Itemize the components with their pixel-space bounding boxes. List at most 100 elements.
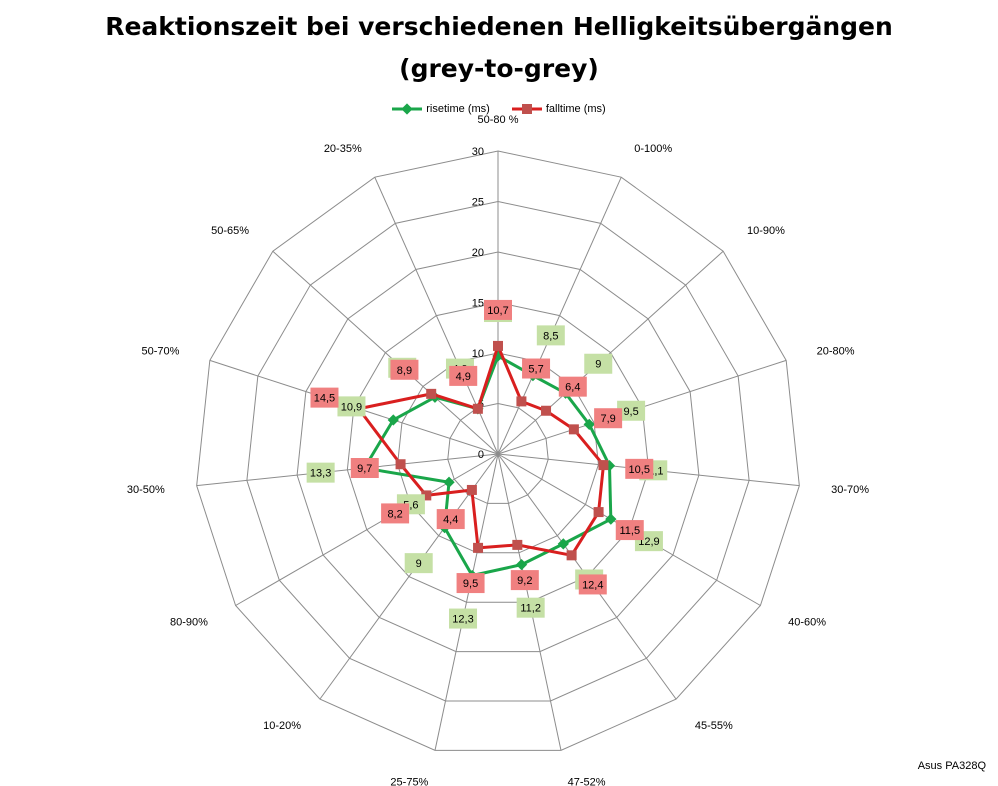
data-point <box>541 405 552 416</box>
data-label: 8,2 <box>387 508 402 520</box>
data-label-box <box>381 503 410 524</box>
data-label: 9 <box>416 558 422 570</box>
data-point <box>395 459 406 470</box>
data-label: 6,4 <box>565 382 580 394</box>
data-label-box <box>390 359 419 380</box>
category-label: 10-90% <box>747 225 785 237</box>
grid-spoke <box>196 453 499 487</box>
category-label: 10-20% <box>263 720 301 732</box>
data-label: 13,3 <box>310 468 331 480</box>
data-point <box>387 414 399 426</box>
grid-spoke <box>497 176 622 455</box>
category-label: 45-55% <box>695 720 733 732</box>
category-label: 40-60% <box>788 617 826 629</box>
grid-ring <box>296 251 700 653</box>
chart-subtitle: (grey-to-grey) <box>399 54 599 83</box>
data-point <box>443 476 455 488</box>
data-label-box <box>337 396 366 417</box>
data-label-box <box>558 376 587 397</box>
data-label-box <box>594 408 623 429</box>
data-label: 9,2 <box>517 575 532 587</box>
data-point <box>566 550 577 561</box>
category-label: 47-52% <box>568 777 606 786</box>
radial-tick-label: 0 <box>478 449 484 461</box>
category-label: 0-100% <box>634 143 672 155</box>
data-label-box <box>584 353 613 374</box>
category-label: 20-80% <box>817 345 855 357</box>
grid-ring <box>346 301 650 603</box>
data-point <box>512 539 523 550</box>
data-label: 10,9 <box>341 401 362 413</box>
data-label: 4,9 <box>456 371 471 383</box>
data-point <box>466 484 477 495</box>
data-label: 8,9 <box>397 365 412 377</box>
grid-ring <box>447 402 549 504</box>
data-label-box <box>484 299 512 320</box>
series-labels-1: 10,7 5,7 6,4 7,9 10,5 11,5 12,4 9,2 9,5 4,4 8,2 9,7… <box>310 299 654 595</box>
data-label-box <box>615 520 644 541</box>
radial-tick-label: 20 <box>472 247 484 259</box>
data-label: 9,5 <box>463 578 478 590</box>
data-label-box <box>510 570 539 591</box>
series-line <box>362 354 613 578</box>
data-point <box>598 460 609 471</box>
grid-ring <box>246 200 750 702</box>
data-point <box>472 403 483 414</box>
radial-tick-label: 15 <box>472 298 484 310</box>
data-point <box>583 418 595 431</box>
data-label-box <box>536 325 565 346</box>
category-label: 30-50% <box>127 484 165 496</box>
legend-falltime-swatch <box>511 104 542 114</box>
category-label: 50-80 % <box>478 114 519 126</box>
data-label: 8,5 <box>543 330 558 342</box>
legend-risetime-label: risetime (ms) <box>426 103 490 115</box>
data-label-box <box>522 358 551 379</box>
category-label: 30-70% <box>831 484 869 496</box>
radial-tick-label: 10 <box>472 348 484 360</box>
data-label: 4,4 <box>443 514 458 526</box>
chart-title: Reaktionszeit bei verschiedenen Helligke… <box>105 12 893 41</box>
grid-spoke <box>434 453 499 751</box>
category-label: 20-35% <box>324 143 362 155</box>
data-label-box <box>449 365 478 386</box>
data-label: 11,2 <box>520 603 541 615</box>
data-label: 11,5 <box>619 525 640 537</box>
data-label-box <box>350 458 379 479</box>
data-label-box <box>516 597 545 618</box>
data-label: 9 <box>595 359 601 371</box>
radial-tick-label: 30 <box>472 146 484 158</box>
data-label-box <box>404 553 433 574</box>
data-label: 10,5 <box>629 464 650 476</box>
data-point <box>426 388 437 399</box>
data-label-box <box>625 458 654 479</box>
data-point <box>515 558 528 571</box>
data-point <box>473 542 484 553</box>
data-label: 9,5 <box>623 406 638 418</box>
grid-ring <box>196 150 800 751</box>
data-point <box>516 396 527 407</box>
data-label: 9,7 <box>357 463 372 475</box>
category-label: 50-70% <box>141 345 179 357</box>
radar-grid <box>196 150 800 751</box>
grid-ring <box>397 352 599 554</box>
grid-spoke <box>235 453 499 606</box>
data-point <box>605 513 617 525</box>
data-label-box <box>617 400 646 421</box>
category-label: 25-75% <box>390 777 428 786</box>
legend-falltime-label: falltime (ms) <box>545 103 606 115</box>
data-label: 5,7 <box>528 364 543 376</box>
data-point <box>593 507 604 518</box>
radial-tick-label: 25 <box>472 197 484 209</box>
legend-risetime-swatch <box>392 103 423 115</box>
data-point <box>421 490 432 501</box>
data-point <box>493 340 503 351</box>
data-label-box <box>310 387 339 408</box>
data-label: 10,7 <box>487 305 508 317</box>
category-label: 50-65% <box>211 225 249 237</box>
data-label: 7,9 <box>600 413 615 425</box>
grid-spoke <box>272 250 499 455</box>
watermark: Asus PA328Q <box>917 760 986 772</box>
grid-spoke <box>497 250 724 455</box>
data-label-box <box>456 573 485 594</box>
